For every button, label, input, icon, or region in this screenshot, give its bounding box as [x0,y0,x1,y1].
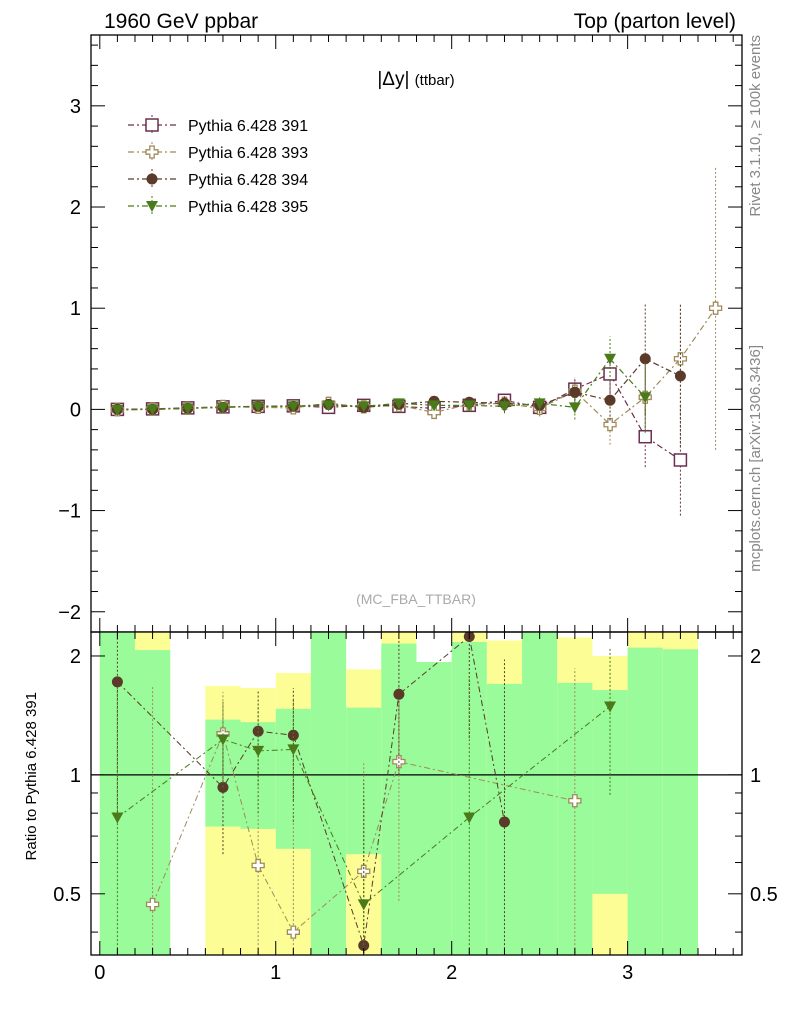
legend-entry: Pythia 6.428 394 [128,169,308,189]
series-3 [111,303,686,447]
uncertainty-band-green [310,632,347,955]
data-point [498,401,511,413]
y-tick-label: 1 [70,298,81,320]
ratio-point [111,676,123,688]
ratio-point [287,729,299,741]
data-point [357,401,370,413]
ratio-point [358,939,370,951]
data-point [639,392,652,404]
ratio-y-tick-label: 0.5 [53,884,81,906]
ratio-point [393,688,405,700]
data-point [604,353,617,365]
legend-marker [145,145,159,159]
ratio-point [463,812,476,824]
data-point [674,370,686,382]
data-point [604,394,616,406]
plot-title: |Δy| (ttbar) [377,69,454,90]
ratio-y-tick-label: 1 [70,765,81,787]
main-panel: −2 −1 0 1 2 3 |Δy| (ttbar) (MC_FBA_TTBAR) Pyt… [58,34,743,633]
uncertainty-band-green [592,690,628,894]
plot-title-main: |Δy| [377,69,409,90]
uncertainty-band-green [662,649,699,955]
y-tick-label: 2 [70,197,81,219]
data-point [673,453,688,467]
ratio-point [111,812,124,824]
legend-entry: Pythia 6.428 391 [128,115,308,135]
y-tick-label: 0 [70,399,81,421]
uncertainty-band-green [522,632,558,955]
series-4 [111,336,652,433]
legend-label: Pythia 6.428 391 [188,118,308,135]
data-point [146,404,159,416]
data-point [111,404,124,416]
legend: Pythia 6.428 391 Pythia 6.428 393 Pythia 6… [128,115,308,216]
ratio-y-tick-label: 2 [70,646,81,668]
ratio-point [252,745,265,757]
data-point [639,353,651,365]
legend-entry: Pythia 6.428 395 [128,196,308,216]
uncertainty-band-green [451,641,487,955]
ratio-series-3 [111,648,617,955]
ratio-y-tick-label-right: 2 [750,646,761,668]
y-tick-label: 3 [70,96,81,118]
data-point [569,386,581,398]
ratio-y-tick-label-right: 1 [750,765,761,787]
uncertainty-band-green [627,647,663,955]
ratio-point [145,897,160,912]
data-point [603,417,617,432]
legend-marker [146,173,158,185]
data-point [708,301,723,315]
x-tick-label: 1 [270,962,281,984]
x-tick-label: 3 [622,962,633,984]
data-point [322,400,335,412]
ratio-point [287,744,300,756]
data-point [252,401,265,413]
legend-label: Pythia 6.428 395 [188,199,308,216]
legend-label: Pythia 6.428 393 [188,145,308,162]
data-point [533,398,546,410]
header-right-title: Top (parton level) [574,10,736,33]
series-line [117,357,646,411]
data-point [216,402,229,414]
ratio-point [357,899,370,911]
analysis-label: (MC_FBA_TTBAR) [356,591,476,607]
ratio-ylabel: Ratio to Pythia 6.428 391 [23,692,40,860]
x-tick-label: 2 [446,962,457,984]
header-left-title: 1960 GeV ppbar [104,10,258,33]
data-point [603,367,617,381]
legend-marker [146,201,158,212]
legend-entry: Pythia 6.428 393 [128,142,308,162]
ratio-y-tick-label-right: 0.5 [750,884,778,906]
legend-marker [145,118,159,132]
data-point [428,400,441,412]
rivet-version-label: Rivet 3.1.10, ≥ 100k events [747,35,764,217]
series-line [117,373,681,461]
ratio-point [604,701,617,713]
data-point [181,403,194,415]
data-point [568,402,581,414]
data-point [427,405,441,420]
ratio-panel: 0.5 0.5 1 1 2 2 0 1 2 3 Ratio to Pythia 6.428 391 [23,631,778,984]
ratio-point [216,734,229,746]
series-1 [110,353,688,516]
y-tick-label: −1 [58,501,81,523]
ratio-point [286,925,300,939]
uncertainty-band-green [416,662,452,955]
ratio-line [117,635,505,946]
data-point [392,398,405,410]
ratio-point [251,858,265,873]
mcplots-label: mcplots.cern.ch [arXiv:1306.3436] [747,345,764,572]
plot-title-sub: (ttbar) [415,72,455,89]
legend-label: Pythia 6.428 394 [188,172,308,189]
data-point [287,401,300,413]
y-tick-label: −2 [58,602,81,624]
ratio-point [498,816,510,828]
ratio-point [568,794,582,808]
data-point [463,400,476,412]
x-tick-label: 0 [94,962,105,984]
